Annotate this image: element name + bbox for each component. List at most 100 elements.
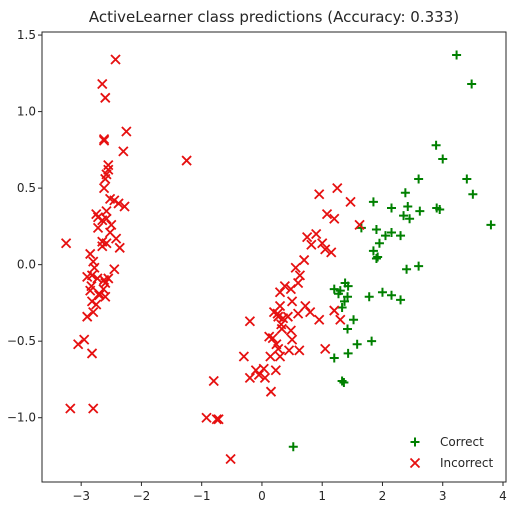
series-incorrect-points bbox=[60, 54, 365, 465]
x-tick-label: 1 bbox=[318, 489, 326, 503]
incorrect-point bbox=[213, 414, 224, 425]
correct-point bbox=[380, 231, 390, 241]
incorrect-point bbox=[79, 334, 90, 345]
incorrect-point bbox=[302, 231, 313, 243]
legend-marker-incorrect bbox=[409, 457, 421, 469]
incorrect-point bbox=[100, 173, 111, 185]
correct-point bbox=[367, 336, 377, 346]
incorrect-point bbox=[267, 332, 278, 344]
correct-point bbox=[452, 50, 462, 60]
correct-point bbox=[343, 281, 353, 291]
incorrect-point bbox=[98, 182, 110, 194]
incorrect-point bbox=[317, 238, 328, 249]
incorrect-point bbox=[265, 386, 277, 397]
correct-point bbox=[371, 254, 381, 264]
correct-point bbox=[414, 261, 424, 271]
correct-point bbox=[402, 264, 412, 274]
incorrect-point bbox=[82, 311, 93, 322]
correct-point bbox=[438, 154, 448, 164]
incorrect-point bbox=[98, 274, 110, 286]
incorrect-point bbox=[97, 78, 108, 90]
incorrect-point bbox=[294, 270, 306, 281]
incorrect-point bbox=[118, 146, 129, 157]
y-tick-label: 1.0 bbox=[17, 105, 36, 119]
incorrect-point bbox=[314, 314, 325, 325]
correct-point bbox=[371, 224, 381, 234]
incorrect-point bbox=[85, 285, 96, 296]
incorrect-point bbox=[92, 222, 104, 234]
correct-point bbox=[337, 303, 347, 313]
incorrect-point bbox=[121, 126, 132, 137]
incorrect-point bbox=[225, 453, 236, 465]
correct-point bbox=[399, 211, 409, 221]
incorrect-point bbox=[201, 412, 212, 423]
incorrect-point bbox=[98, 135, 110, 146]
series-correct-points bbox=[288, 50, 496, 452]
incorrect-point bbox=[250, 365, 262, 376]
incorrect-point bbox=[292, 308, 304, 319]
incorrect-point bbox=[345, 196, 356, 208]
incorrect-point bbox=[285, 284, 297, 295]
incorrect-point bbox=[110, 54, 121, 65]
incorrect-point bbox=[86, 348, 98, 359]
incorrect-point bbox=[238, 351, 250, 362]
incorrect-point bbox=[285, 325, 297, 336]
incorrect-point bbox=[91, 299, 102, 310]
correct-point bbox=[387, 203, 397, 213]
incorrect-point bbox=[244, 316, 256, 327]
correct-point bbox=[364, 292, 374, 302]
incorrect-point bbox=[100, 291, 111, 302]
correct-point bbox=[343, 324, 353, 334]
legend-item-incorrect: Incorrect bbox=[409, 456, 493, 470]
correct-point bbox=[468, 189, 478, 199]
incorrect-point bbox=[244, 372, 256, 384]
incorrect-point bbox=[270, 365, 281, 376]
incorrect-point bbox=[110, 233, 122, 244]
plot-area-frame bbox=[41, 31, 507, 483]
correct-point bbox=[333, 289, 343, 299]
correct-point bbox=[368, 246, 378, 256]
incorrect-point bbox=[100, 92, 111, 103]
incorrect-point bbox=[109, 264, 120, 275]
incorrect-point bbox=[314, 189, 325, 200]
incorrect-point bbox=[276, 323, 287, 335]
incorrect-point bbox=[101, 205, 112, 217]
x-axis-ticks: −3 −2 −1 0 1 2 3 4 bbox=[72, 482, 507, 503]
correct-point bbox=[339, 378, 349, 388]
correct-point bbox=[288, 442, 298, 452]
incorrect-point bbox=[65, 403, 76, 414]
incorrect-point bbox=[329, 305, 340, 316]
incorrect-point bbox=[305, 306, 316, 318]
incorrect-point bbox=[286, 334, 298, 345]
incorrect-point bbox=[60, 238, 72, 249]
correct-point bbox=[387, 228, 397, 238]
correct-point bbox=[467, 79, 477, 89]
incorrect-point bbox=[306, 239, 317, 250]
incorrect-point bbox=[98, 284, 109, 295]
incorrect-point bbox=[73, 339, 84, 350]
correct-point bbox=[405, 214, 415, 224]
legend-label: Incorrect bbox=[440, 456, 493, 470]
incorrect-point bbox=[311, 228, 322, 240]
incorrect-point bbox=[298, 254, 310, 266]
correct-point bbox=[349, 315, 359, 325]
incorrect-point bbox=[286, 296, 298, 307]
incorrect-point bbox=[119, 201, 130, 212]
y-tick-label: −1.0 bbox=[7, 411, 36, 425]
incorrect-point bbox=[354, 219, 365, 230]
incorrect-point bbox=[259, 372, 271, 384]
incorrect-point bbox=[277, 313, 289, 324]
correct-point bbox=[329, 353, 339, 363]
incorrect-point bbox=[114, 242, 125, 253]
correct-point bbox=[387, 290, 397, 300]
correct-point bbox=[486, 220, 496, 230]
incorrect-point bbox=[82, 271, 93, 283]
incorrect-point bbox=[274, 351, 286, 362]
incorrect-point bbox=[320, 244, 331, 255]
x-tick-label: 3 bbox=[439, 489, 447, 503]
incorrect-point bbox=[253, 369, 265, 380]
incorrect-point bbox=[332, 182, 343, 194]
incorrect-point bbox=[273, 343, 284, 354]
legend-item-correct: Correct bbox=[410, 435, 484, 449]
